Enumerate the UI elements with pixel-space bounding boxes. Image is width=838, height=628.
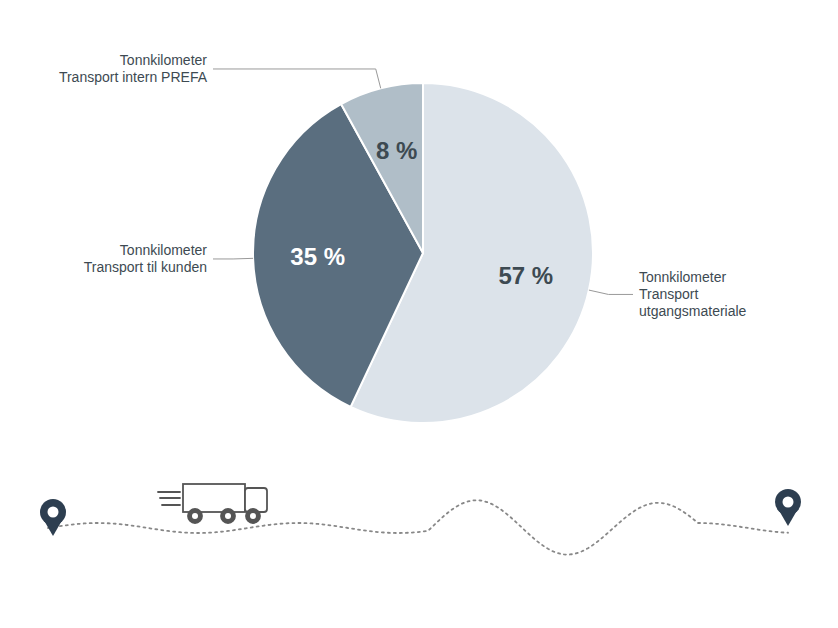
- svg-text:8 %: 8 %: [376, 137, 417, 164]
- svg-text:TonnkilometerTransportutgangsm: TonnkilometerTransportutgangsmateriale: [639, 269, 747, 319]
- svg-text:57 %: 57 %: [499, 262, 554, 289]
- svg-text:TonnkilometerTransport til kun: TonnkilometerTransport til kunden: [84, 242, 208, 275]
- svg-text:TonnkilometerTransport intern: TonnkilometerTransport intern PREFA: [59, 52, 208, 85]
- svg-text:35 %: 35 %: [290, 243, 345, 270]
